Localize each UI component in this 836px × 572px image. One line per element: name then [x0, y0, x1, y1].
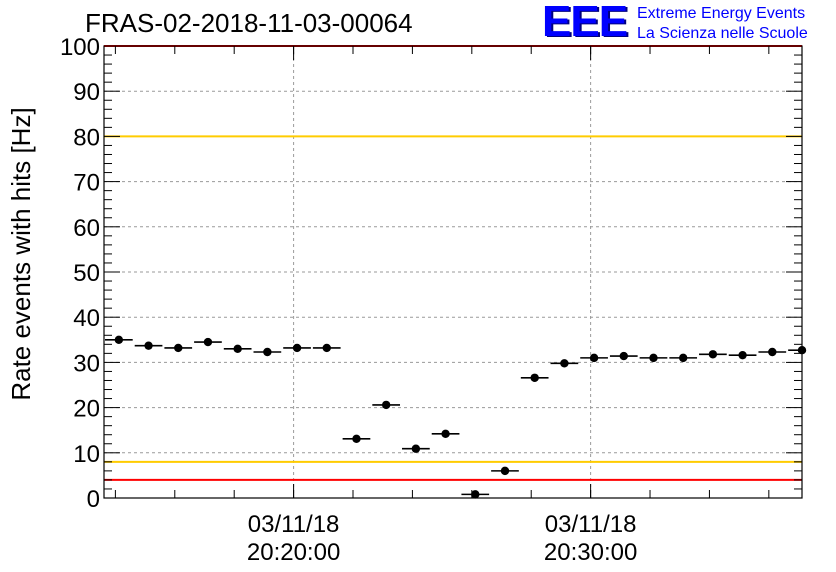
eee-logo: EEE Extreme Energy Events La Scienza nel… — [542, 0, 834, 46]
data-point — [589, 353, 599, 363]
axis-labels: 010203040506070809010003/11/1820:20:0003… — [6, 34, 637, 566]
data-point — [560, 359, 569, 368]
data-point — [768, 347, 777, 357]
data-point — [441, 429, 450, 439]
data-point — [322, 343, 331, 353]
data-point — [649, 353, 658, 363]
y-tick-label: 0 — [87, 486, 100, 513]
data-point — [352, 434, 361, 443]
data-point — [500, 466, 510, 476]
x-tick-date-label: 03/11/18 — [248, 511, 340, 538]
data-point — [263, 347, 272, 357]
x-tick-time-label: 20:20:00 — [247, 539, 340, 566]
data-point — [114, 335, 124, 344]
data-point — [292, 343, 302, 353]
data-point — [381, 400, 391, 410]
data-point — [678, 353, 688, 363]
data-point — [174, 343, 183, 353]
data-point — [203, 337, 213, 347]
y-tick-label: 10 — [73, 441, 100, 468]
data-point — [411, 444, 421, 453]
y-tick-label: 60 — [73, 215, 100, 242]
data-point — [619, 351, 628, 361]
logo-line-2: La Scienza nelle Scuole — [637, 25, 808, 42]
data-point — [708, 350, 718, 359]
x-tick-date-label: 03/11/18 — [545, 511, 637, 538]
y-tick-label: 70 — [73, 170, 100, 197]
axis-ticks — [104, 45, 802, 499]
chart-title: FRAS-02-2018-11-03-00064 — [85, 8, 413, 38]
y-tick-label: 20 — [73, 396, 100, 423]
y-tick-label: 40 — [73, 305, 100, 332]
data-point — [233, 344, 242, 354]
y-tick-label: 90 — [73, 79, 100, 106]
y-axis-label: Rate events with hits [Hz] — [6, 107, 36, 400]
data-point — [530, 373, 539, 382]
x-tick-time-label: 20:30:00 — [544, 539, 637, 566]
grid — [104, 46, 802, 498]
logo-line-1: Extreme Energy Events — [637, 5, 806, 22]
data-point — [144, 341, 153, 350]
data-point — [738, 350, 747, 360]
data-point — [471, 490, 480, 499]
y-tick-label: 100 — [60, 34, 100, 61]
data-series — [105, 335, 807, 499]
y-tick-label: 30 — [73, 350, 100, 377]
eee-logo-mark: EEE — [542, 0, 628, 46]
y-tick-label: 80 — [73, 124, 100, 151]
y-tick-label: 50 — [73, 260, 100, 287]
reference-lines — [104, 45, 802, 481]
